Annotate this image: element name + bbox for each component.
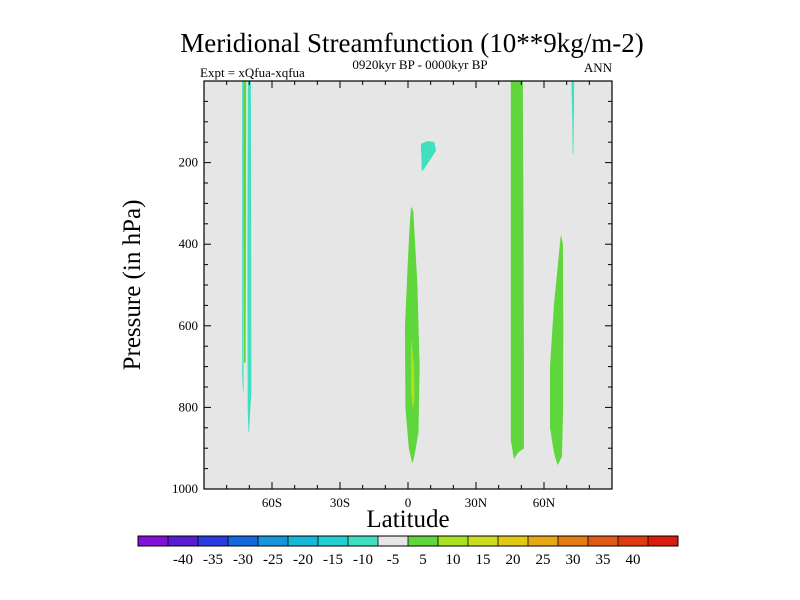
colorbar-label: 20 <box>506 552 521 568</box>
contour-regions <box>242 80 575 465</box>
colorbar-label: -25 <box>263 552 283 568</box>
y-tick-label: 800 <box>179 399 199 414</box>
contour-region-equatorial-core <box>410 341 415 408</box>
y-tick-label: 1000 <box>172 481 198 496</box>
y-tick-label: 400 <box>179 236 199 251</box>
colorbar-segment <box>408 536 439 546</box>
colorbar-segment <box>558 536 589 546</box>
contour-region-sh-polar-band-b <box>247 80 252 433</box>
chart-title: Meridional Streamfunction (10**9kg/m-2) <box>180 28 643 58</box>
colorbar-segment <box>138 536 169 546</box>
colorbar-label: -30 <box>233 552 253 568</box>
time-period-label: 0920kyr BP - 0000kyr BP <box>352 57 487 72</box>
x-tick-label: 60N <box>533 495 556 510</box>
colorbar-segment <box>528 536 559 546</box>
contour-region-equatorial-cell <box>404 207 420 463</box>
colorbar-label: 10 <box>446 552 461 568</box>
contour-region-nh-midlat-band <box>510 80 524 459</box>
colorbar-segment <box>288 536 319 546</box>
colorbar-segment <box>198 536 229 546</box>
y-tick-labels: 200 400 600 800 1000 <box>172 155 198 496</box>
colorbar-segment <box>318 536 349 546</box>
colorbar-label: 35 <box>596 552 611 568</box>
x-axis-title: Latitude <box>366 506 449 533</box>
season-label: ANN <box>584 60 613 75</box>
x-tick-label: 60S <box>262 495 282 510</box>
contour-region-upper-trop-patch <box>420 141 437 172</box>
y-tick-label: 600 <box>179 318 199 333</box>
colorbar-label: 5 <box>419 552 427 568</box>
colorbar-segment <box>168 536 199 546</box>
colorbar-segment <box>228 536 259 546</box>
contour-region-nh-highlat-cell <box>549 235 564 465</box>
colorbar-labels: -40 -35 -30 -25 -20 -15 -10 -5 5 10 15 20 25 30 35 40 <box>173 552 641 568</box>
x-tick-labels: 60S 30S 0 30N 60N <box>262 495 556 510</box>
colorbar-segment <box>438 536 469 546</box>
contour-region-sh-polar-band-c <box>242 80 244 392</box>
experiment-label: Expt = xQfua-xqfua <box>200 65 305 80</box>
axis-ticks <box>203 80 613 490</box>
colorbar-label: -5 <box>387 552 400 568</box>
colorbar-frame <box>137 535 679 547</box>
colorbar-label: 15 <box>476 552 491 568</box>
x-tick-label: 0 <box>405 495 412 510</box>
colorbar-label: -35 <box>203 552 223 568</box>
colorbar-segment <box>258 536 289 546</box>
colorbar-label: 30 <box>566 552 581 568</box>
contour-region-sh-polar-band-a <box>243 80 247 363</box>
colorbar-segment <box>378 536 409 546</box>
colorbar-segment <box>618 536 649 546</box>
colorbar-label: -10 <box>353 552 373 568</box>
colorbar-label: -20 <box>293 552 313 568</box>
colorbar-label: -15 <box>323 552 343 568</box>
colorbar-segment <box>498 536 529 546</box>
colorbar-segment <box>588 536 619 546</box>
y-tick-label: 200 <box>179 155 199 170</box>
colorbar-segment <box>468 536 499 546</box>
x-tick-label: 30S <box>330 495 350 510</box>
y-axis-title: Pressure (in hPa) <box>119 200 146 371</box>
x-tick-label: 30N <box>465 495 488 510</box>
colorbar-label: -40 <box>173 552 193 568</box>
colorbar-segment <box>348 536 379 546</box>
colorbar-label: 25 <box>536 552 551 568</box>
colorbar <box>137 535 679 547</box>
colorbar-segment <box>648 536 679 546</box>
colorbar-label: 40 <box>626 552 641 568</box>
